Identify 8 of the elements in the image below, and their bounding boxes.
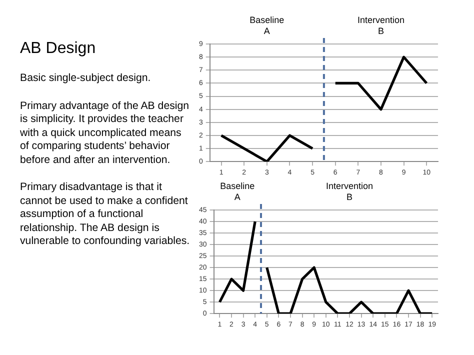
text: Primary advantage of the AB design is simplicity. It provides the teacher with a quick uncomplicated means of comparing students’ behavior before and after an intervention.	[20, 100, 190, 167]
text: Primary disadvantage is that it cannot be used to make a confident assumption of a functional relationship. The AB design is vulnerable to confounding variables.	[20, 181, 191, 248]
text: AB Design	[20, 40, 97, 58]
text: Baseline A	[250, 15, 284, 36]
text: Intervention B	[326, 181, 374, 202]
text: Basic single-subject design.	[20, 72, 152, 86]
text: Baseline A	[220, 181, 255, 202]
text: Intervention B	[357, 15, 404, 36]
